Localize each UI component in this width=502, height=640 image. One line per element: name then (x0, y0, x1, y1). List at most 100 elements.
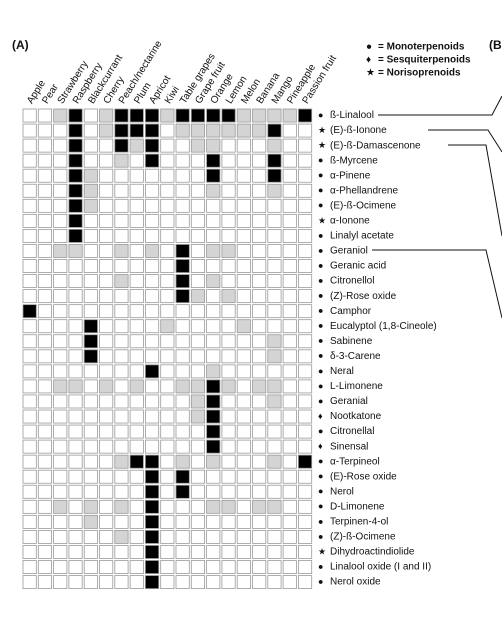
cell (68, 409, 83, 424)
cell (53, 409, 68, 424)
cell (144, 334, 160, 349)
cell (83, 364, 98, 379)
cell (37, 304, 52, 319)
cell (190, 514, 206, 529)
cell (83, 228, 98, 243)
cell (99, 530, 114, 544)
cell (114, 530, 129, 544)
cell (99, 499, 114, 514)
cell (190, 138, 206, 153)
cell (267, 198, 282, 213)
compound-label: D-Limonene (330, 501, 385, 512)
cell (190, 364, 206, 379)
cell (175, 289, 190, 304)
cell (175, 198, 190, 213)
cell (129, 349, 144, 364)
cell (175, 424, 190, 439)
cell (68, 364, 83, 379)
cell (282, 259, 297, 273)
cell (53, 469, 68, 484)
cell (252, 304, 267, 319)
cell (22, 454, 37, 469)
cell (221, 545, 236, 559)
cell (160, 153, 175, 168)
cell (190, 168, 206, 183)
cell (68, 499, 83, 514)
cell (236, 274, 251, 288)
cell (206, 123, 221, 138)
cell (297, 439, 313, 454)
cell (144, 469, 160, 484)
compound-label: δ-3-Carene (330, 351, 381, 362)
cell (83, 424, 98, 439)
class-symbol: ● (318, 456, 323, 466)
cell (22, 334, 37, 349)
cell (53, 545, 68, 559)
cell (252, 530, 267, 544)
cell (282, 379, 297, 394)
cell (267, 153, 282, 168)
cell (53, 530, 68, 544)
cell (190, 439, 206, 454)
cell (236, 183, 251, 198)
cell (144, 379, 160, 394)
cell (22, 153, 37, 168)
cell (83, 409, 98, 424)
cell (282, 168, 297, 183)
compound-label: Sinensal (330, 441, 368, 452)
cell (22, 530, 37, 544)
cell (114, 349, 129, 364)
cell (83, 514, 98, 529)
cell (129, 259, 144, 273)
cell (190, 394, 206, 409)
cell (221, 153, 236, 168)
cell (206, 259, 221, 273)
cell (282, 469, 297, 484)
cell (267, 545, 282, 559)
cell (206, 349, 221, 364)
cell (144, 153, 160, 168)
cell (297, 545, 313, 559)
cell (37, 379, 52, 394)
cell (53, 424, 68, 439)
class-symbol: ● (318, 516, 323, 526)
cell (221, 409, 236, 424)
cell (267, 439, 282, 454)
cell (37, 469, 52, 484)
cell (221, 319, 236, 334)
cell (267, 213, 282, 228)
cell (175, 545, 190, 559)
cell (68, 168, 83, 183)
cell (68, 304, 83, 319)
cell (144, 545, 160, 559)
cell (236, 259, 251, 273)
cell (99, 289, 114, 304)
cell (175, 334, 190, 349)
cell (144, 123, 160, 138)
cell (206, 198, 221, 213)
cell (83, 168, 98, 183)
cell (160, 138, 175, 153)
cell (267, 379, 282, 394)
cell (252, 439, 267, 454)
cell (175, 575, 190, 589)
cell (129, 319, 144, 334)
cell (83, 304, 98, 319)
cell (252, 183, 267, 198)
cell (22, 228, 37, 243)
cell (37, 198, 52, 213)
cell (144, 409, 160, 424)
cell (129, 424, 144, 439)
cell (22, 379, 37, 394)
cell (68, 454, 83, 469)
cell (83, 530, 98, 544)
cell (129, 439, 144, 454)
cell (99, 228, 114, 243)
cell (206, 424, 221, 439)
cell (282, 349, 297, 364)
cell (236, 484, 251, 499)
cell (267, 334, 282, 349)
cell (99, 138, 114, 153)
cell (267, 168, 282, 183)
cell (53, 123, 68, 138)
